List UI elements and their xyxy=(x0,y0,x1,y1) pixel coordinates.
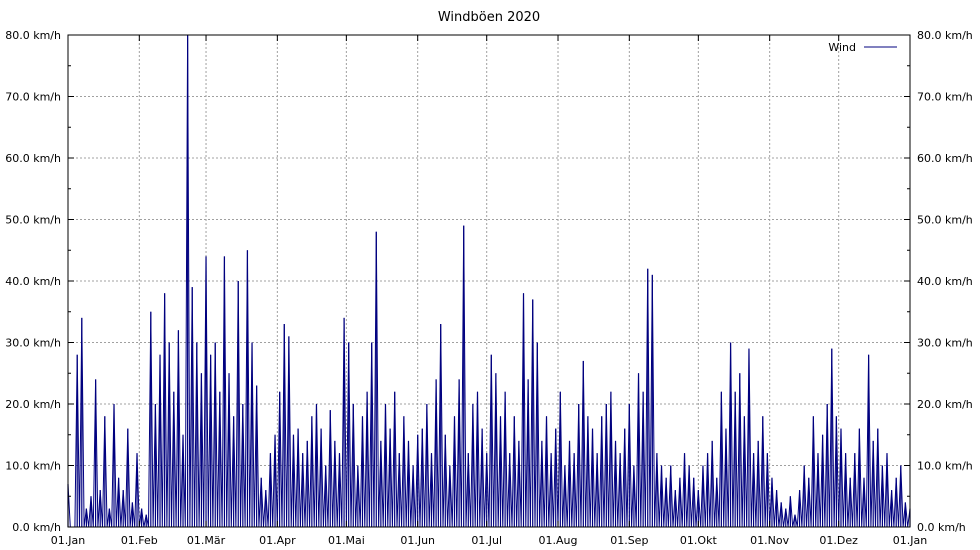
x-tick-label: 01.Okt xyxy=(680,534,718,547)
y-tick-label-left: 40.0 km/h xyxy=(5,275,61,288)
y-tick-label-left: 80.0 km/h xyxy=(5,29,61,42)
axis-ticks: 0.0 km/h 0.0 km/h 10.0 km/h 10.0 km/h 20.0 k… xyxy=(5,29,973,547)
legend: Wind xyxy=(828,41,897,54)
x-tick-label: 01.Jan xyxy=(893,534,927,547)
y-tick-label-right: 40.0 km/h xyxy=(917,275,973,288)
x-tick-label: 01.Mai xyxy=(328,534,365,547)
legend-entry-wind: Wind xyxy=(828,41,856,54)
grid-lines xyxy=(68,35,910,527)
x-tick-label: 01.Sep xyxy=(610,534,648,547)
y-tick-label-right: 70.0 km/h xyxy=(917,91,973,104)
y-tick-label-right: 0.0 km/h xyxy=(917,521,966,534)
y-tick-label-right: 30.0 km/h xyxy=(917,337,973,350)
x-tick-label: 01.Aug xyxy=(539,534,578,547)
y-tick-label-left: 30.0 km/h xyxy=(5,337,61,350)
x-tick-label: 01.Jun xyxy=(400,534,435,547)
x-tick-label: 01.Nov xyxy=(750,534,789,547)
y-tick-label-left: 60.0 km/h xyxy=(5,152,61,165)
x-tick-label: 01.Jan xyxy=(51,534,85,547)
y-tick-label-right: 60.0 km/h xyxy=(917,152,973,165)
y-tick-label-right: 20.0 km/h xyxy=(917,398,973,411)
y-tick-label-left: 70.0 km/h xyxy=(5,91,61,104)
y-tick-label-right: 50.0 km/h xyxy=(917,214,973,227)
x-tick-label: 01.Apr xyxy=(259,534,296,547)
y-tick-label-left: 50.0 km/h xyxy=(5,214,61,227)
x-tick-label: 01.Feb xyxy=(121,534,158,547)
y-tick-label-right: 10.0 km/h xyxy=(917,460,973,473)
y-tick-label-left: 0.0 km/h xyxy=(12,521,61,534)
chart-title: Windböen 2020 xyxy=(438,10,540,25)
y-tick-label-left: 10.0 km/h xyxy=(5,460,61,473)
x-tick-label: 01.Jul xyxy=(471,534,502,547)
y-tick-label-left: 20.0 km/h xyxy=(5,398,61,411)
x-tick-label: 01.Mär xyxy=(187,534,226,547)
y-tick-label-right: 80.0 km/h xyxy=(917,29,973,42)
x-tick-label: 01.Dez xyxy=(819,534,858,547)
